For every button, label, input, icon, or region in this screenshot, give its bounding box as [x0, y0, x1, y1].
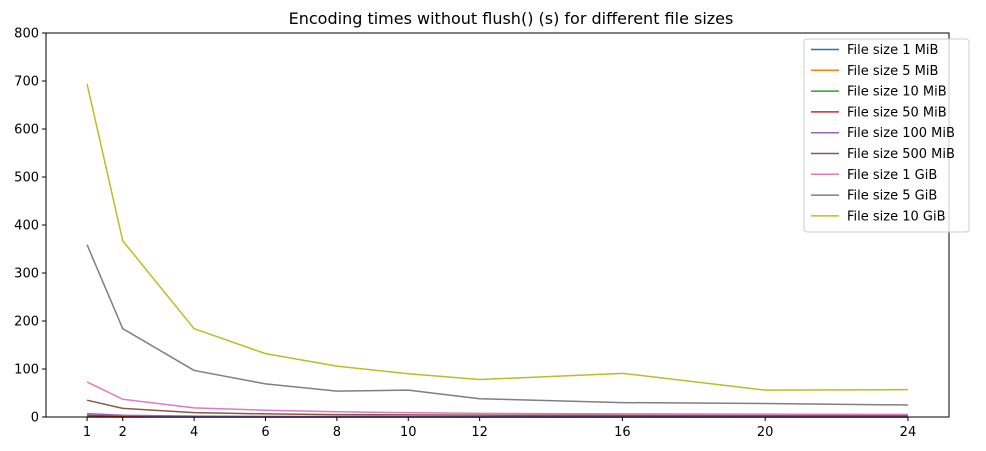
legend-label: File size 1 GiB — [847, 168, 937, 183]
y-tick-label: 300 — [14, 267, 39, 282]
y-tick-label: 200 — [14, 315, 39, 330]
x-tick-label: 20 — [757, 425, 774, 440]
legend-label: File size 10 GiB — [847, 209, 946, 224]
x-tick-label: 12 — [471, 425, 488, 440]
y-tick-label: 500 — [14, 171, 39, 186]
series-line-8 — [86, 244, 908, 406]
y-tick-label: 600 — [14, 123, 39, 138]
x-tick-label: 24 — [900, 425, 917, 440]
chart-title: Encoding times without flush() (s) for d… — [289, 9, 734, 28]
legend-label: File size 10 MiB — [847, 85, 947, 100]
y-tick-label: 0 — [31, 411, 39, 426]
x-tick-label: 6 — [261, 425, 269, 440]
y-tick-label: 100 — [14, 363, 39, 378]
x-axis: 1 2 4 6 8 10 12 16 20 24 — [83, 417, 916, 440]
legend-label: File size 500 MiB — [847, 147, 955, 162]
series-line-7 — [86, 381, 908, 416]
legend-label: File size 100 MiB — [847, 126, 955, 141]
y-tick-label: 700 — [14, 75, 39, 90]
x-tick-label: 1 — [83, 425, 91, 440]
legend-label: File size 5 GiB — [847, 189, 937, 204]
series-line-6 — [86, 399, 908, 417]
x-tick-label: 4 — [190, 425, 198, 440]
legend-label: File size 50 MiB — [847, 105, 947, 120]
y-tick-label: 800 — [14, 27, 39, 42]
x-tick-label: 8 — [333, 425, 341, 440]
y-tick-label: 400 — [14, 219, 39, 234]
legend: File size 1 MiB File size 5 MiB File size … — [803, 38, 970, 233]
series-layer — [86, 83, 908, 418]
legend-box — [803, 38, 970, 233]
x-tick-label: 2 — [119, 425, 127, 440]
x-tick-label: 16 — [614, 425, 631, 440]
y-axis: 0 100 200 300 400 500 600 700 800 — [14, 27, 46, 426]
legend-label: File size 1 MiB — [847, 43, 938, 58]
series-line-9 — [86, 83, 908, 391]
x-tick-label: 10 — [400, 425, 417, 440]
legend-label: File size 5 MiB — [847, 64, 938, 79]
